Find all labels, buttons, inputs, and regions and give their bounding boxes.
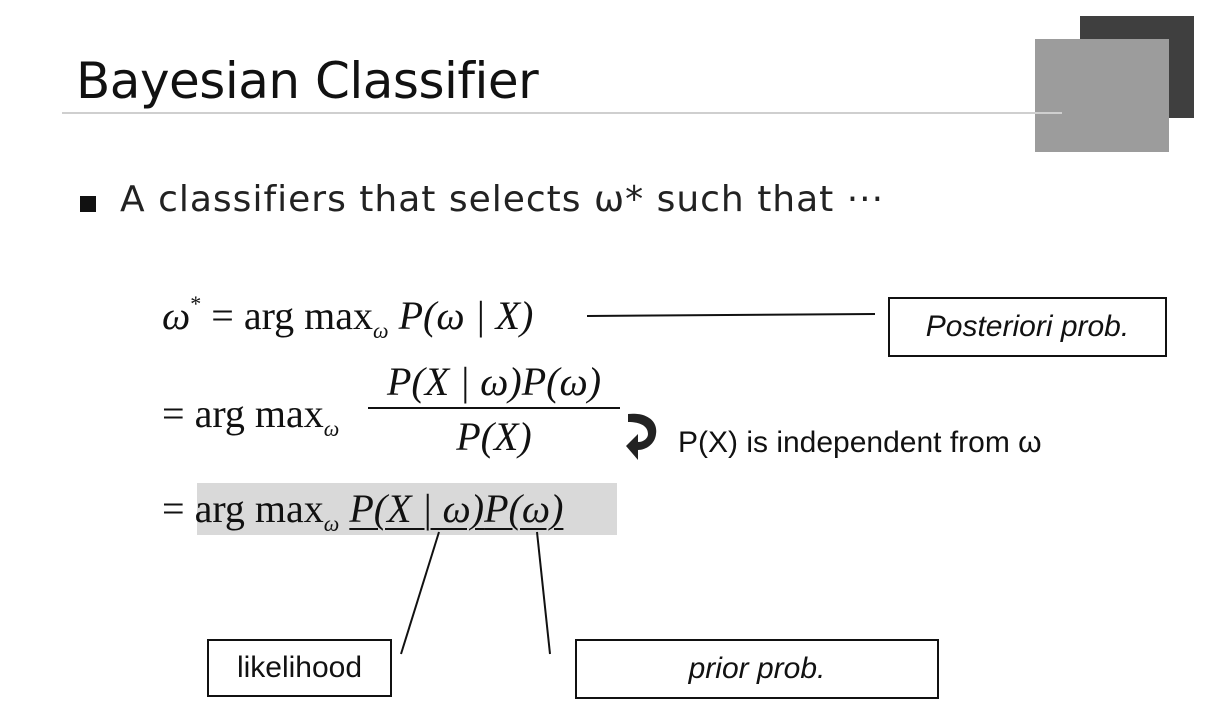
posteriori-box: Posteriori prob. (888, 297, 1167, 357)
bayes-fraction: P(X | ω)P(ω) P(X) (368, 358, 620, 460)
argmax-subscript: ω (373, 318, 389, 343)
equals-sign: = (162, 486, 185, 531)
argmax-operator: arg max (243, 293, 374, 338)
prior-pointer-line (536, 531, 551, 655)
slide-title: Bayesian Classifier (76, 52, 539, 110)
highlight-background (197, 483, 617, 535)
fraction-numerator: P(X | ω)P(ω) (386, 359, 602, 404)
equation-line-1: ω* = arg maxω P(ω | X) (162, 291, 533, 344)
equation-line-3: = arg maxω P(X | ω)P(ω) (162, 485, 563, 537)
decorative-light-square (1035, 39, 1169, 152)
fraction-denominator: P(X) (456, 414, 532, 459)
bullet-text: A classifiers that selects ω* such that … (120, 179, 885, 220)
omega-star-symbol: ω (162, 293, 191, 338)
likelihood-pointer-line (400, 531, 440, 655)
title-underline (62, 112, 1062, 114)
equals-sign: = (162, 391, 185, 436)
fraction-bar (368, 407, 620, 409)
equation-line-2-prefix: = arg maxω (162, 390, 339, 442)
square-bullet-icon (80, 196, 96, 212)
independence-note: P(X) is independent from ω (678, 426, 1042, 459)
likelihood-box: likelihood (207, 639, 392, 697)
equals-sign: = (211, 293, 234, 338)
posterior-term: P(ω | X) (398, 293, 534, 338)
prior-term: P(ω) (484, 486, 564, 531)
argmax-subscript: ω (323, 416, 340, 441)
star-superscript: * (190, 291, 202, 316)
likelihood-term: P(X | ω) (349, 486, 485, 531)
annotation-pointers (400, 531, 551, 655)
argmax-operator: arg max (194, 391, 324, 436)
curved-arrow-icon (626, 413, 657, 460)
posteriori-connector (586, 313, 876, 317)
argmax-subscript: ω (323, 511, 340, 536)
argmax-operator: arg max (194, 486, 324, 531)
prior-box: prior prob. (575, 639, 939, 699)
